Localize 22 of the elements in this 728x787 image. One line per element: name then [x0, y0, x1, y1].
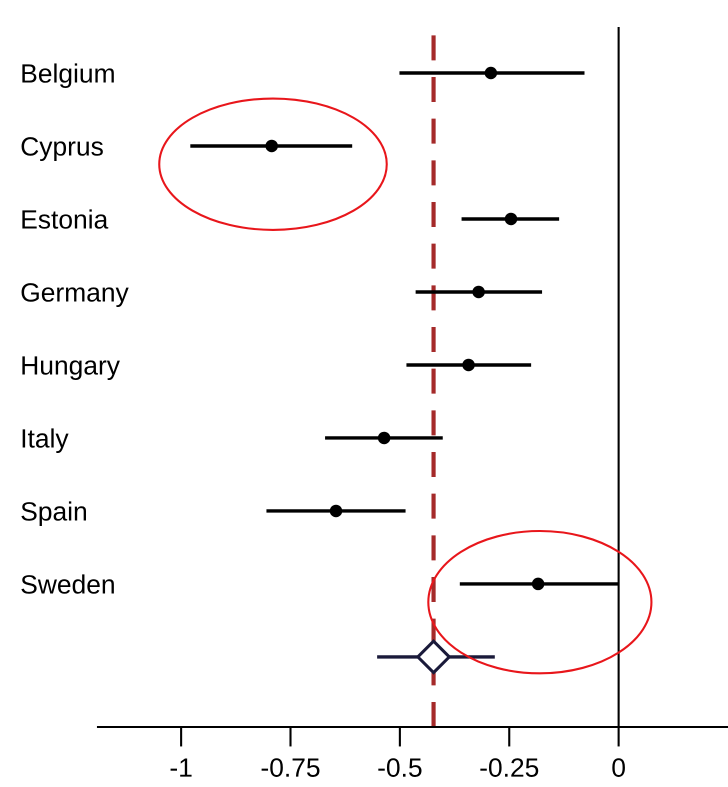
y-tick-label: Spain	[21, 501, 86, 526]
x-tick-label: -0.25	[480, 758, 538, 777]
point	[330, 504, 342, 518]
y-tick-label: Italy	[22, 428, 69, 453]
y-tick-label: Sweden	[21, 574, 114, 594]
x-tick-label: -0.5	[378, 758, 422, 777]
y-tick-label: Hungary	[22, 356, 120, 380]
y-tick-label: Estonia	[22, 209, 108, 229]
point	[265, 140, 278, 152]
y-tick-label: Cyprus	[22, 137, 103, 162]
y-tick-label: Belgium	[22, 63, 114, 88]
y-tick-label: Germany	[22, 283, 129, 307]
x-tick-label: -0.75	[262, 758, 320, 777]
point	[472, 286, 485, 298]
point	[532, 578, 544, 590]
point	[378, 432, 390, 444]
point	[504, 212, 518, 226]
x-tick-label: 0	[612, 758, 625, 777]
point	[484, 66, 498, 80]
point	[416, 640, 451, 674]
point	[462, 358, 475, 372]
x-tick-label: -1	[170, 758, 192, 777]
